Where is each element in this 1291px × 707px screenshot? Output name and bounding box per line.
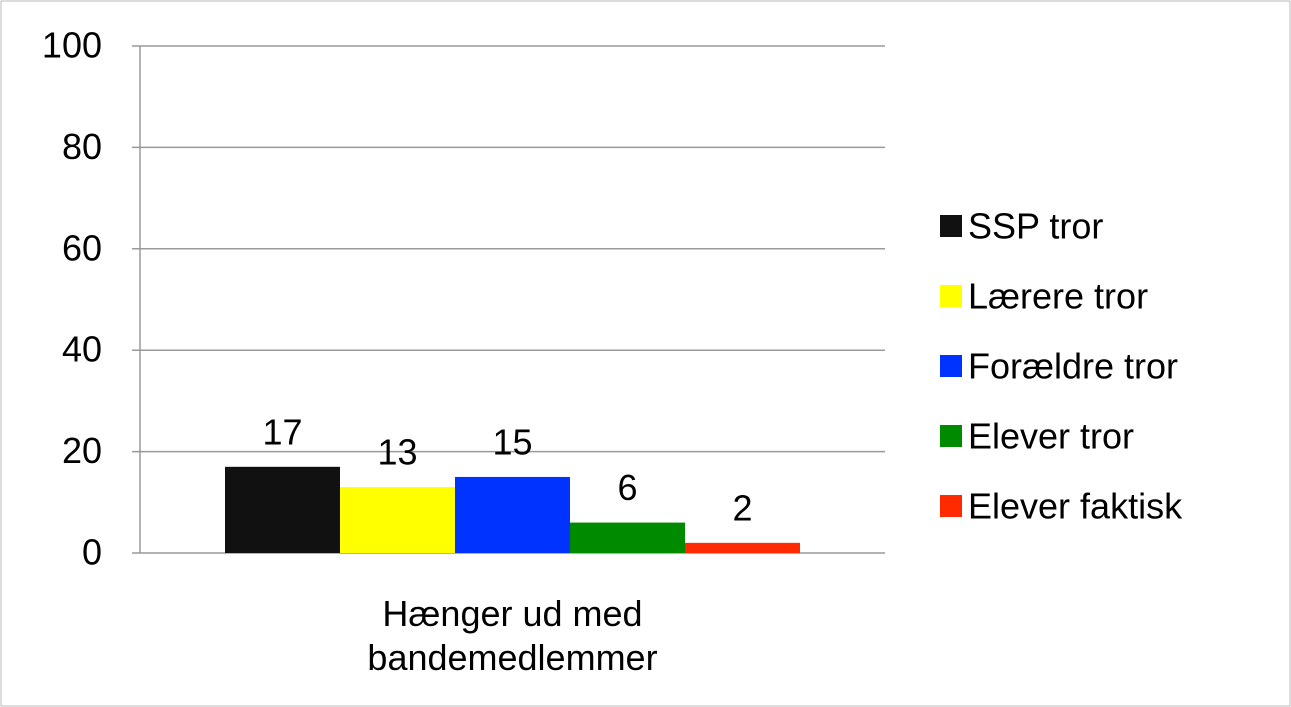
legend-label: SSP tror (968, 206, 1103, 247)
y-tick-label: 0 (82, 532, 102, 573)
bar (455, 476, 570, 553)
legend-label: Elever faktisk (968, 486, 1183, 527)
legend-swatch (940, 495, 962, 517)
y-tick-label: 60 (62, 227, 102, 268)
x-tick-label: Hænger ud med bandemedlemmer (367, 593, 658, 678)
data-label: 17 (262, 411, 302, 452)
y-tick-label: 40 (62, 329, 102, 370)
data-label: 6 (617, 467, 637, 508)
legend-label: Elever tror (968, 416, 1134, 457)
bar (685, 542, 800, 553)
data-label: 13 (377, 432, 417, 473)
bar (340, 487, 455, 553)
data-label: 15 (492, 421, 532, 462)
legend-swatch (940, 215, 962, 237)
legend-label: Forældre tror (968, 346, 1178, 387)
legend-swatch (940, 355, 962, 377)
bar (570, 522, 685, 553)
y-tick-label: 20 (62, 430, 102, 471)
y-tick-label: 100 (42, 25, 102, 66)
legend-swatch (940, 285, 962, 307)
bar (225, 466, 340, 553)
data-label: 2 (732, 487, 752, 528)
legend-swatch (940, 425, 962, 447)
y-tick-label: 80 (62, 126, 102, 167)
legend-label: Lærere tror (968, 276, 1148, 317)
